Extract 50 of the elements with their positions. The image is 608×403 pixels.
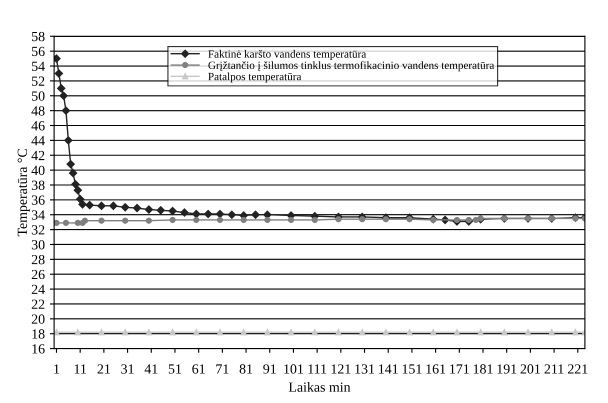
x-tick-label: 31: [121, 364, 134, 374]
x-tick-label: 11: [74, 364, 86, 374]
x-tick-label: 181: [474, 364, 493, 374]
y-tick-label: 28: [32, 254, 45, 264]
y-tick-label: 50: [32, 91, 45, 101]
y-tick-label: 36: [32, 195, 45, 205]
x-tick-label: 61: [192, 364, 205, 374]
x-tick-label: 111: [308, 364, 326, 374]
y-tick-label: 22: [32, 300, 44, 309]
y-tick-label: 30: [32, 240, 45, 250]
x-tick-label: 81: [240, 364, 252, 374]
y-tick-label: 46: [31, 121, 45, 130]
x-tick-label: 161: [426, 364, 446, 374]
y-tick-label: 16: [32, 344, 45, 354]
y-tick-label: 20: [32, 314, 45, 324]
y-tick-label: 54: [32, 62, 45, 71]
legend-label: Grįžtančio į šilumos tinklus termofikacinio vandens temperatūra: [208, 61, 494, 72]
x-tick-label: 141: [379, 364, 398, 374]
x-tick-label: 221: [568, 364, 588, 374]
y-tick-label: 52: [32, 76, 44, 86]
x-tick-label: 101: [284, 364, 304, 374]
y-tick-label: 48: [31, 106, 45, 116]
x-tick-label: 171: [450, 364, 469, 374]
y-tick-label: 32: [32, 225, 44, 235]
x-tick-label: 201: [520, 364, 540, 374]
x-tick-label: 1: [54, 364, 60, 374]
y-axis-title: Temperatūra °C: [18, 149, 30, 236]
y-tick-label: 42: [31, 150, 44, 160]
y-tick-label: 56: [32, 46, 45, 56]
x-tick-label: 71: [216, 364, 228, 374]
legend-label: Patalpos temperatūra: [208, 72, 302, 83]
x-tick-label: 121: [332, 364, 350, 374]
y-tick-label: 24: [32, 284, 45, 294]
x-tick-label: 51: [168, 364, 182, 374]
y-tick-label: 58: [32, 32, 45, 42]
x-tick-label: 151: [402, 364, 422, 374]
y-tick-label: 18: [32, 329, 45, 339]
x-tick-label: 191: [498, 364, 516, 374]
x-tick-label: 131: [355, 364, 374, 374]
y-tick-label: 40: [31, 166, 45, 176]
y-tick-label: 38: [32, 180, 45, 190]
x-tick-label: 41: [144, 364, 158, 374]
x-tick-label: 21: [98, 364, 110, 374]
x-tick-label: 91: [263, 364, 276, 374]
y-tick-label: 34: [32, 210, 45, 220]
x-axis-title: Laikas min: [288, 382, 350, 392]
y-tick-label: 26: [32, 270, 45, 280]
x-tick-label: 211: [544, 364, 564, 374]
y-tick-label: 44: [31, 136, 45, 146]
legend-label: Faktinė karšto vandens temperatūra: [208, 50, 366, 60]
